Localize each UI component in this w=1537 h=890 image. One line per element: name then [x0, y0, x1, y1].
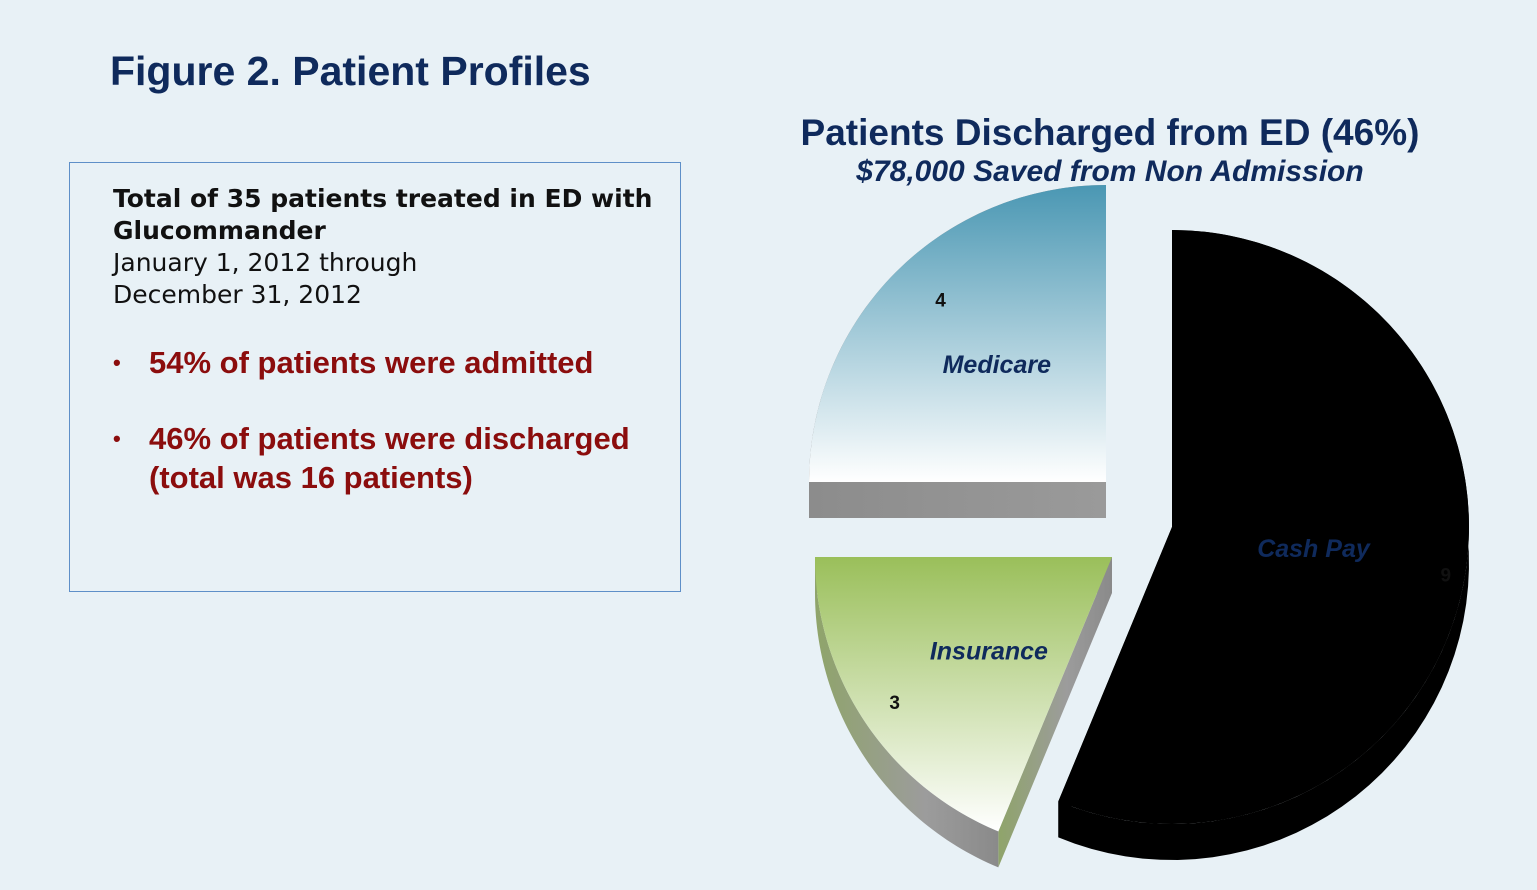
slice-value-insurance: 3 — [889, 693, 900, 714]
bullet-text-admitted: 54% of patients were admitted — [149, 345, 594, 380]
bullet-dot-icon: • — [113, 350, 121, 375]
pie-slice-cash-pay — [1058, 230, 1469, 824]
bullet-item-admitted: • 54% of patients were admitted — [113, 343, 653, 382]
bullet-text-discharged: 46% of patients were discharged (total w… — [149, 421, 630, 495]
bullet-list: • 54% of patients were admitted • 46% of… — [113, 343, 653, 534]
pie-slice-insurance — [815, 557, 1112, 832]
slice-label-cash-pay: Cash Pay — [1257, 535, 1371, 563]
bullet-dot-icon: • — [113, 426, 121, 451]
period-end: December 31, 2012 — [113, 280, 362, 309]
summary-box: Total of 35 patients treated in ED with … — [69, 162, 681, 592]
period-start: January 1, 2012 through — [113, 248, 418, 277]
chart-title: Patients Discharged from ED (46%) — [800, 112, 1420, 153]
summary-text: Total of 35 patients treated in ED with … — [113, 183, 673, 311]
slice-label-medicare: Medicare — [943, 351, 1051, 379]
bullet-item-discharged: • 46% of patients were discharged (total… — [113, 419, 653, 497]
slice-label-insurance: Insurance — [930, 637, 1048, 665]
pie-slice-medicare — [809, 185, 1106, 482]
chart-subtitle: $78,000 Saved from Non Admission — [856, 155, 1364, 188]
slice-value-cash-pay: 9 — [1441, 565, 1452, 586]
slice-value-medicare: 4 — [935, 291, 946, 312]
summary-heading: Total of 35 patients treated in ED with … — [113, 184, 653, 245]
figure-title: Figure 2. Patient Profiles — [110, 48, 591, 94]
